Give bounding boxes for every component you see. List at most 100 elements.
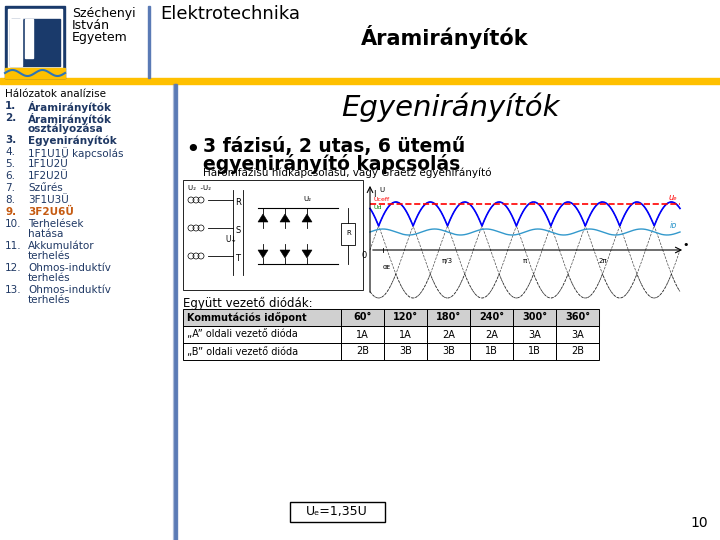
Bar <box>290 502 385 522</box>
Bar <box>341 343 384 360</box>
Bar <box>173 84 174 540</box>
Text: 1F1U1Ü kapcsolás: 1F1U1Ü kapcsolás <box>28 147 124 159</box>
Polygon shape <box>280 250 290 258</box>
Polygon shape <box>302 250 312 258</box>
Bar <box>384 343 427 360</box>
Text: U₂  -U₂: U₂ -U₂ <box>188 185 211 191</box>
Bar <box>365 185 685 290</box>
Text: Ohmos-induktív: Ohmos-induktív <box>28 285 111 295</box>
Bar <box>384 326 427 343</box>
Text: 2B: 2B <box>571 347 584 356</box>
Bar <box>183 343 341 360</box>
Bar <box>384 309 427 326</box>
Text: 1F1U2Ü: 1F1U2Ü <box>28 159 68 169</box>
Text: Elektrotechnika: Elektrotechnika <box>160 5 300 23</box>
Bar <box>25 19 33 58</box>
Text: 3F2U6Ü: 3F2U6Ü <box>28 207 74 217</box>
Text: 0: 0 <box>361 251 367 260</box>
Bar <box>8 9 62 68</box>
Text: 360°: 360° <box>565 313 590 322</box>
Text: U: U <box>379 187 384 193</box>
Bar <box>183 309 599 360</box>
Polygon shape <box>258 250 268 258</box>
Text: Terhelések: Terhelések <box>28 219 84 229</box>
Text: Uceff: Uceff <box>373 197 389 202</box>
Text: •: • <box>185 138 199 162</box>
Text: •: • <box>682 240 688 250</box>
Text: Ohmos-induktív: Ohmos-induktív <box>28 263 111 273</box>
Bar <box>10 19 60 66</box>
Bar <box>427 326 470 343</box>
Bar <box>5 6 65 78</box>
Text: 180°: 180° <box>436 313 461 322</box>
Text: Háromfázisú hídkapcsolású, vagy Graetz egyenirányító: Háromfázisú hídkapcsolású, vagy Graetz e… <box>203 168 492 179</box>
Text: Áramirányítók: Áramirányítók <box>361 25 528 49</box>
Text: 12.: 12. <box>5 263 22 273</box>
Bar <box>341 223 355 245</box>
Text: Egyenirányítók: Egyenirányítók <box>341 92 559 122</box>
Text: Egyetem: Egyetem <box>72 31 127 44</box>
Text: 3F1U3Ü: 3F1U3Ü <box>28 195 68 205</box>
Text: R: R <box>346 230 351 236</box>
Text: π: π <box>523 258 527 264</box>
Bar <box>556 326 599 343</box>
Bar <box>183 309 341 326</box>
Text: osztályozása: osztályozása <box>28 123 104 133</box>
Bar <box>183 309 599 326</box>
Bar <box>470 309 513 326</box>
Text: I: I <box>373 190 376 199</box>
Polygon shape <box>302 214 312 222</box>
Text: „B” oldali vezető dióda: „B” oldali vezető dióda <box>187 347 298 356</box>
Bar <box>470 343 513 360</box>
Bar <box>175 84 176 540</box>
Bar <box>341 309 384 326</box>
Bar <box>513 309 556 326</box>
Text: 3.: 3. <box>5 135 17 145</box>
Text: 2B: 2B <box>356 347 369 356</box>
Text: 3B: 3B <box>399 347 412 356</box>
Polygon shape <box>280 214 290 222</box>
Text: Uₑ=1,35U: Uₑ=1,35U <box>306 505 368 518</box>
Text: Áramirányítók: Áramirányítók <box>28 101 112 113</box>
Text: 10.: 10. <box>5 219 22 229</box>
Text: 4.: 4. <box>5 147 15 157</box>
Text: π/3: π/3 <box>442 258 453 264</box>
Text: Széchenyi: Széchenyi <box>72 7 135 20</box>
Text: Ud: Ud <box>373 205 382 210</box>
Text: 60°: 60° <box>354 313 372 322</box>
Text: 3A: 3A <box>528 329 541 340</box>
Text: Akkumulátor: Akkumulátor <box>28 241 94 251</box>
Text: 240°: 240° <box>479 313 504 322</box>
Bar <box>174 84 176 540</box>
Bar <box>341 326 384 343</box>
Text: 1F2U2Ü: 1F2U2Ü <box>28 171 68 181</box>
Bar <box>0 78 720 84</box>
Text: Egyenirányítók: Egyenirányítók <box>28 135 117 145</box>
Bar <box>183 180 363 290</box>
Text: uₑ: uₑ <box>668 193 677 202</box>
Text: hatása: hatása <box>28 229 63 239</box>
Bar <box>0 0 720 80</box>
Text: Szűrés: Szűrés <box>28 183 63 193</box>
Text: 8.: 8. <box>5 195 15 205</box>
Text: R: R <box>235 198 241 207</box>
Text: 2A: 2A <box>442 329 455 340</box>
Text: U↓: U↓ <box>225 235 237 244</box>
Bar <box>556 309 599 326</box>
Text: 2π: 2π <box>598 258 607 264</box>
Text: 5.: 5. <box>5 159 15 169</box>
Text: 2A: 2A <box>485 329 498 340</box>
Text: T: T <box>235 254 240 263</box>
Text: 10: 10 <box>690 516 708 530</box>
Text: 1A: 1A <box>399 329 412 340</box>
Text: Hálózatok analízise: Hálózatok analízise <box>5 89 106 99</box>
Bar <box>174 84 175 540</box>
Text: 300°: 300° <box>522 313 547 322</box>
Text: terhelés: terhelés <box>28 273 71 283</box>
Text: Együtt vezető diódák:: Együtt vezető diódák: <box>183 297 312 310</box>
Bar <box>470 326 513 343</box>
Bar <box>556 343 599 360</box>
Bar <box>148 6 150 78</box>
Text: 3 fázisú, 2 utas, 6 ütemű: 3 fázisú, 2 utas, 6 ütemű <box>203 137 465 156</box>
Text: 1A: 1A <box>356 329 369 340</box>
